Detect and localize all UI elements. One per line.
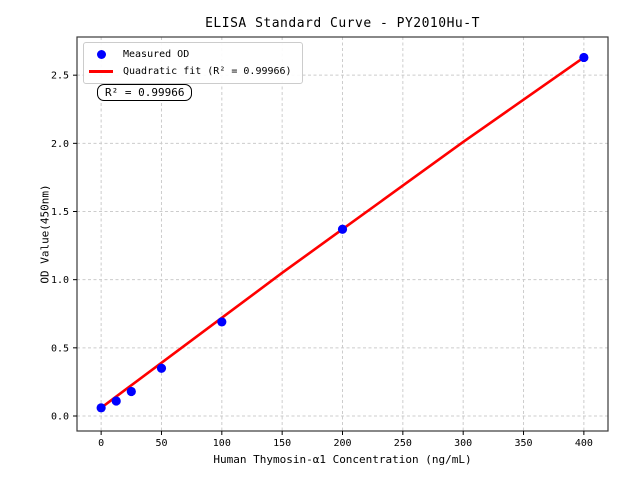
y-tick-label: 2.0: [51, 139, 69, 150]
data-point: [337, 224, 348, 234]
y-tick-label: 1.5: [51, 207, 69, 218]
y-tick-label: 0.0: [51, 412, 69, 423]
data-point: [579, 52, 589, 63]
x-tick-label: 400: [575, 438, 593, 449]
legend: Measured OD Quadratic fit (R² = 0.99966): [83, 42, 303, 84]
legend-swatch: [88, 50, 114, 59]
data-point: [126, 386, 136, 397]
line-marker-icon: [89, 70, 113, 73]
x-tick-label: 300: [454, 438, 472, 449]
y-tick-label: 1.0: [51, 275, 69, 286]
legend-swatch: [88, 70, 114, 73]
legend-label: Quadratic fit (R² = 0.99966): [123, 66, 292, 77]
r-squared-annotation: R² = 0.99966: [97, 84, 193, 101]
y-tick-label: 0.5: [51, 343, 69, 354]
legend-item-quadratic-fit: Quadratic fit (R² = 0.99966): [88, 64, 292, 79]
chart-title: ELISA Standard Curve - PY2010Hu-T: [205, 16, 480, 31]
legend-item-measured-od: Measured OD: [88, 47, 292, 62]
x-tick-label: 50: [155, 438, 167, 449]
legend-label: Measured OD: [123, 49, 190, 60]
data-point: [156, 363, 167, 373]
x-axis-label: Human Thymosin-α1 Concentration (ng/mL): [213, 453, 472, 466]
x-tick-label: 200: [333, 438, 351, 449]
x-tick-label: 0: [98, 438, 104, 449]
y-tick-label: 2.5: [51, 71, 69, 82]
data-point: [96, 403, 106, 413]
x-tick-label: 100: [213, 438, 231, 449]
y-axis-label: OD Value(450nm): [38, 184, 52, 284]
x-tick-label: 150: [273, 438, 291, 449]
scatter-marker-icon: [96, 50, 106, 59]
data-point: [111, 396, 121, 406]
x-tick-label: 250: [394, 438, 412, 449]
data-point: [217, 317, 227, 327]
x-tick-label: 350: [514, 438, 532, 449]
